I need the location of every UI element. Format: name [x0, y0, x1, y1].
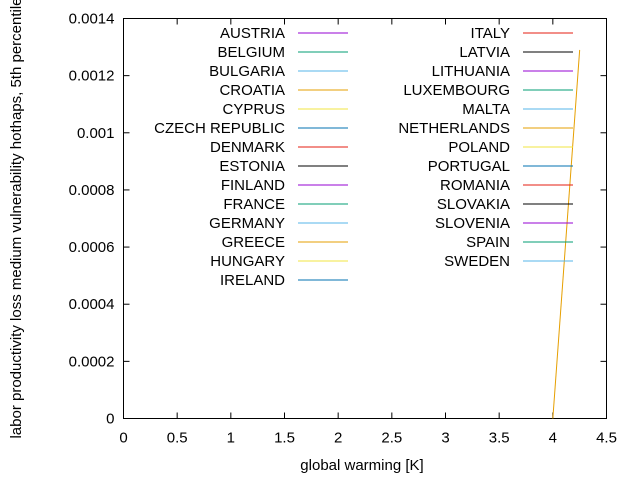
- legend-label: PORTUGAL: [428, 158, 510, 175]
- x-tick-label: 4: [549, 430, 557, 447]
- x-tick-label: 0.5: [167, 430, 188, 447]
- y-tick-label: 0.0002: [69, 353, 115, 370]
- legend-label: NETHERLANDS: [398, 120, 510, 137]
- legend-label: CROATIA: [219, 82, 285, 99]
- legend-label: GREECE: [222, 234, 285, 251]
- legend-label: LATVIA: [459, 44, 510, 61]
- y-axis-ticks: 0 0.0002 0.0004 0.0006 0.0008 0.001 0.0012 0.00…: [69, 11, 607, 428]
- legend-label: CYPRUS: [222, 101, 285, 118]
- legend-label: SLOVAKIA: [437, 196, 510, 213]
- legend-label: HUNGARY: [210, 253, 285, 270]
- plot-frame: [123, 18, 607, 419]
- y-tick-label: 0.0014: [69, 11, 115, 28]
- legend-label: MALTA: [462, 101, 510, 118]
- legend: AUSTRIA BELGIUM BULGARIA CROATIA CYPRUS CZECH…: [154, 25, 573, 289]
- y-tick-label: 0.0006: [69, 239, 115, 256]
- legend-label: BELGIUM: [217, 44, 285, 61]
- legend-label: SPAIN: [466, 234, 510, 251]
- x-tick-label: 2.5: [381, 430, 402, 447]
- series-line: [552, 49, 581, 419]
- legend-label: SLOVENIA: [435, 215, 510, 232]
- legend-label: DENMARK: [210, 139, 285, 156]
- series-lines: [552, 49, 581, 419]
- x-axis-ticks: 0 0.5 1 1.5 2 2.5 3 3.5 4 4.5: [119, 18, 617, 447]
- x-tick-label: 1: [227, 430, 235, 447]
- y-tick-label: 0.0012: [69, 68, 115, 85]
- legend-label: IRELAND: [220, 272, 285, 289]
- x-tick-label: 2: [334, 430, 342, 447]
- legend-label: FRANCE: [223, 196, 285, 213]
- legend-label: CZECH REPUBLIC: [154, 120, 285, 137]
- x-axis-label: global warming [K]: [300, 457, 423, 474]
- y-tick-label: 0.0008: [69, 182, 115, 199]
- legend-label: FINLAND: [221, 177, 285, 194]
- legend-label: ROMANIA: [440, 177, 510, 194]
- y-tick-label: 0.001: [77, 125, 115, 142]
- x-tick-label: 3: [441, 430, 449, 447]
- y-axis-label: labor productivity loss medium vulnerabi…: [8, 0, 25, 439]
- legend-label: ITALY: [471, 25, 510, 42]
- legend-label: GERMANY: [209, 215, 285, 232]
- x-tick-label: 3.5: [489, 430, 510, 447]
- x-tick-label: 1.5: [274, 430, 295, 447]
- legend-label: ESTONIA: [219, 158, 285, 175]
- x-tick-label: 0: [119, 430, 127, 447]
- legend-label: LITHUANIA: [432, 63, 510, 80]
- legend-label: AUSTRIA: [220, 25, 285, 42]
- legend-label: SWEDEN: [444, 253, 510, 270]
- legend-label: LUXEMBOURG: [403, 82, 510, 99]
- legend-label: BULGARIA: [209, 63, 285, 80]
- y-tick-label: 0: [106, 411, 114, 428]
- legend-label: POLAND: [448, 139, 510, 156]
- x-tick-label: 4.5: [596, 430, 617, 447]
- y-tick-label: 0.0004: [69, 296, 115, 313]
